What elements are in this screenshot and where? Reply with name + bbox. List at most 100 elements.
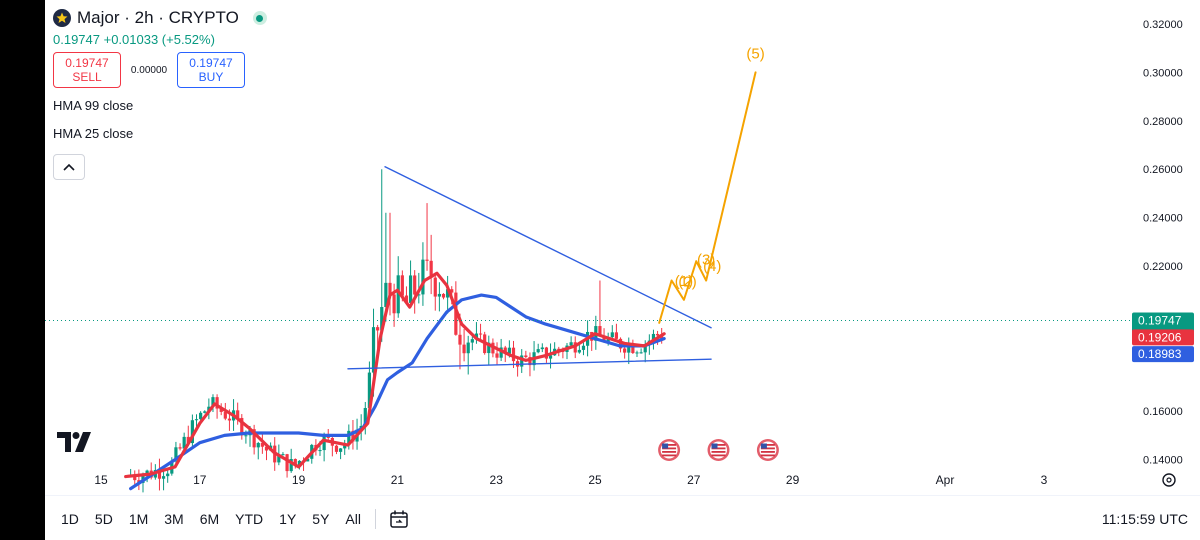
candle-body bbox=[544, 347, 549, 359]
candle-body bbox=[425, 259, 429, 261]
us-event-flag-icon[interactable] bbox=[756, 439, 779, 461]
candle-body bbox=[610, 332, 614, 338]
timeframe-ytd[interactable]: YTD bbox=[235, 510, 264, 527]
collapse-legend-button[interactable] bbox=[53, 154, 85, 180]
symbol-row[interactable]: Major · 2h · CRYPTO bbox=[53, 6, 267, 30]
timeframe-6m[interactable]: 6M bbox=[199, 510, 220, 527]
timeframe-1y[interactable]: 1Y bbox=[279, 510, 297, 527]
utc-clock[interactable]: 11:15:59 UTC bbox=[1101, 510, 1188, 527]
buy-price: 0.19747 bbox=[189, 56, 233, 70]
elliott-wave-projection bbox=[658, 71, 757, 324]
candle-body bbox=[252, 429, 256, 448]
candle-body bbox=[260, 442, 264, 447]
wave-label: (1) bbox=[675, 273, 693, 290]
candle-body bbox=[631, 343, 635, 354]
candle-body bbox=[166, 473, 170, 477]
hma99-line bbox=[129, 293, 666, 491]
flag-stripe bbox=[760, 447, 775, 450]
candle-body bbox=[157, 470, 162, 479]
market-open-icon bbox=[252, 11, 267, 25]
candle-body bbox=[433, 277, 437, 297]
candle-body bbox=[577, 349, 581, 353]
candle-body bbox=[293, 459, 297, 466]
flag-stripe bbox=[711, 451, 726, 453]
candle-body bbox=[322, 436, 326, 451]
flag-canton bbox=[760, 443, 767, 449]
flag-stripe bbox=[662, 444, 677, 446]
candle-body bbox=[458, 334, 462, 345]
candle-body bbox=[396, 275, 400, 314]
go-to-date-calendar-icon[interactable] bbox=[388, 508, 410, 530]
buy-label: BUY bbox=[198, 70, 224, 84]
candle-body bbox=[371, 327, 376, 373]
flag-stripe bbox=[760, 454, 775, 457]
candle-body bbox=[470, 339, 474, 343]
us-event-flag-icon[interactable] bbox=[707, 439, 730, 461]
candle-body bbox=[503, 347, 507, 354]
trade-buttons: 0.19747 SELL 0.00000 0.19747 BUY bbox=[53, 52, 267, 88]
candle-body bbox=[639, 352, 643, 354]
candle-body bbox=[240, 417, 244, 436]
flag-canton bbox=[711, 443, 718, 449]
price-chart[interactable]: 0.32000 0.30000 0.28000 0.26000 0.24000 0.220… bbox=[45, 0, 1200, 495]
symbol-title: Major · 2h · CRYPTO bbox=[77, 8, 239, 27]
hma25-line bbox=[124, 271, 666, 479]
hma99-price-label: 0.18983 bbox=[1138, 347, 1182, 361]
candle-body bbox=[194, 419, 199, 421]
candle-body bbox=[450, 289, 454, 293]
timeframe-all[interactable]: All bbox=[345, 510, 361, 527]
gear-ring bbox=[1162, 473, 1176, 487]
candle-body bbox=[548, 355, 553, 359]
flag-stripe bbox=[662, 451, 677, 453]
candle-body bbox=[277, 455, 281, 463]
hma25-price-label: 0.19206 bbox=[1138, 330, 1182, 344]
candle-body bbox=[236, 410, 240, 418]
flag-stripe bbox=[711, 454, 726, 457]
time-tick-label: 17 bbox=[193, 473, 207, 487]
price-tick-label: 0.14000 bbox=[1143, 455, 1183, 467]
flag-stripe bbox=[711, 447, 726, 450]
candle-body bbox=[343, 444, 347, 449]
wave-label: (5) bbox=[746, 45, 764, 62]
toolbar-divider bbox=[374, 508, 376, 529]
us-event-flag-icon[interactable] bbox=[658, 439, 681, 461]
price-tick-label: 0.32000 bbox=[1143, 19, 1183, 31]
candle-body bbox=[524, 355, 528, 358]
time-tick-label: 19 bbox=[292, 473, 306, 487]
price-tick-label: 0.28000 bbox=[1143, 116, 1183, 128]
spread-value: 0.00000 bbox=[130, 64, 168, 76]
flag-stripe bbox=[760, 451, 775, 453]
chart-settings-icon[interactable] bbox=[1162, 473, 1176, 487]
hma25-price-badge bbox=[1132, 329, 1194, 346]
candle-body bbox=[211, 397, 215, 407]
time-tick-label: 21 bbox=[391, 473, 405, 487]
candle-body bbox=[338, 448, 343, 452]
candle-body bbox=[421, 259, 425, 295]
wave-label: (4) bbox=[703, 258, 721, 275]
candle-body bbox=[437, 293, 441, 297]
gear-hub bbox=[1166, 477, 1172, 483]
indicator-hma99[interactable]: HMA 99 close bbox=[53, 98, 134, 113]
tradingview-logo-icon bbox=[57, 432, 91, 452]
flag-canton bbox=[662, 443, 669, 449]
candle-body bbox=[462, 344, 466, 354]
candle-body bbox=[306, 458, 310, 462]
timeframe-3m[interactable]: 3M bbox=[164, 510, 184, 527]
indicator-hma25[interactable]: HMA 25 close bbox=[53, 126, 134, 141]
timeframe-5d[interactable]: 5D bbox=[94, 510, 113, 527]
sell-label: SELL bbox=[72, 70, 102, 84]
candle-body bbox=[190, 420, 194, 444]
timeframe-1m[interactable]: 1M bbox=[128, 510, 149, 527]
timeframe-1d[interactable]: 1D bbox=[61, 510, 79, 527]
price-axis-panel bbox=[1130, 0, 1200, 495]
price-quote: 0.19747 +0.01033 (+5.52%) bbox=[53, 32, 215, 47]
candle-body bbox=[380, 307, 384, 331]
sell-price: 0.19747 bbox=[65, 56, 109, 70]
timeframe-5y[interactable]: 5Y bbox=[312, 510, 330, 527]
candle-body bbox=[347, 430, 351, 445]
buy-button[interactable]: 0.19747 BUY bbox=[177, 52, 245, 88]
triangle-upper-trendline bbox=[384, 166, 712, 329]
sell-button[interactable]: 0.19747 SELL bbox=[53, 52, 121, 88]
candle-body bbox=[182, 436, 186, 449]
candle-body bbox=[326, 436, 330, 438]
